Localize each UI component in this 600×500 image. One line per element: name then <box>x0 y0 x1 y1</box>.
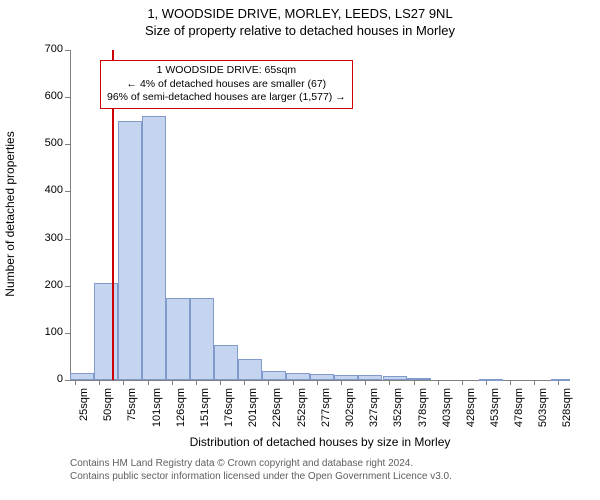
x-tick-label: 327sqm <box>368 388 380 438</box>
y-tick-label: 200 <box>25 279 63 291</box>
histogram-bar <box>238 359 262 380</box>
x-tick <box>365 380 366 385</box>
x-tick-label: 50sqm <box>102 388 114 438</box>
x-tick <box>293 380 294 385</box>
histogram-bar <box>262 371 286 380</box>
histogram-bar <box>94 283 118 380</box>
callout-line3: 96% of semi-detached houses are larger (… <box>107 91 346 105</box>
y-axis-title: Number of detached properties <box>3 84 17 344</box>
histogram-bar <box>334 375 358 380</box>
x-tick <box>510 380 511 385</box>
y-tick <box>65 50 70 51</box>
x-tick <box>196 380 197 385</box>
x-tick <box>75 380 76 385</box>
y-tick-label: 500 <box>25 137 63 149</box>
histogram-bar <box>407 378 431 380</box>
x-tick <box>172 380 173 385</box>
x-tick-label: 352sqm <box>392 388 404 438</box>
x-tick-label: 302sqm <box>344 388 356 438</box>
callout-line1: 1 WOODSIDE DRIVE: 65sqm <box>107 64 346 78</box>
x-tick-label: 176sqm <box>223 388 235 438</box>
y-tick-label: 100 <box>25 326 63 338</box>
x-tick-label: 151sqm <box>199 388 211 438</box>
x-tick <box>341 380 342 385</box>
chart-container: 1, WOODSIDE DRIVE, MORLEY, LEEDS, LS27 9… <box>0 0 600 500</box>
x-tick-label: 403sqm <box>441 388 453 438</box>
histogram-bar <box>142 116 166 380</box>
x-tick-label: 126sqm <box>175 388 187 438</box>
histogram-bar <box>551 379 570 381</box>
histogram-bar <box>190 298 214 381</box>
histogram-bar <box>358 375 382 380</box>
footer-line1: Contains HM Land Registry data © Crown c… <box>70 458 413 469</box>
x-tick <box>268 380 269 385</box>
y-tick <box>65 380 70 381</box>
x-tick-label: 503sqm <box>537 388 549 438</box>
chart-title-line2: Size of property relative to detached ho… <box>0 21 600 38</box>
x-tick-label: 528sqm <box>561 388 573 438</box>
x-tick <box>244 380 245 385</box>
y-axis-line <box>70 50 71 380</box>
chart-title-line1: 1, WOODSIDE DRIVE, MORLEY, LEEDS, LS27 9… <box>0 0 600 21</box>
x-tick-label: 75sqm <box>126 388 138 438</box>
histogram-bar <box>479 379 503 381</box>
x-tick <box>317 380 318 385</box>
x-tick <box>123 380 124 385</box>
x-tick <box>438 380 439 385</box>
y-tick <box>65 191 70 192</box>
y-tick-label: 300 <box>25 232 63 244</box>
histogram-bar <box>70 373 94 380</box>
x-axis-title: Distribution of detached houses by size … <box>70 435 570 449</box>
x-tick <box>99 380 100 385</box>
y-tick <box>65 97 70 98</box>
x-tick-label: 453sqm <box>489 388 501 438</box>
callout-box: 1 WOODSIDE DRIVE: 65sqm ← 4% of detached… <box>100 60 353 109</box>
x-tick-label: 226sqm <box>271 388 283 438</box>
x-tick <box>414 380 415 385</box>
x-tick <box>148 380 149 385</box>
callout-line2: ← 4% of detached houses are smaller (67) <box>107 78 346 92</box>
y-tick <box>65 239 70 240</box>
x-tick <box>389 380 390 385</box>
histogram-bar <box>310 374 334 380</box>
y-tick-label: 600 <box>25 90 63 102</box>
x-tick <box>220 380 221 385</box>
y-tick-label: 0 <box>25 373 63 385</box>
x-tick-label: 101sqm <box>151 388 163 438</box>
y-tick <box>65 333 70 334</box>
x-tick-label: 201sqm <box>247 388 259 438</box>
footer-line2: Contains public sector information licen… <box>70 471 452 482</box>
histogram-bar <box>214 345 238 380</box>
y-tick-label: 400 <box>25 184 63 196</box>
histogram-bar <box>286 373 310 380</box>
x-tick-label: 277sqm <box>320 388 332 438</box>
x-tick <box>486 380 487 385</box>
x-tick <box>462 380 463 385</box>
y-tick-label: 700 <box>25 43 63 55</box>
x-tick-label: 25sqm <box>78 388 90 438</box>
y-tick <box>65 144 70 145</box>
histogram-bar <box>383 376 407 380</box>
x-tick <box>534 380 535 385</box>
x-tick-label: 478sqm <box>513 388 525 438</box>
histogram-bar <box>118 121 142 380</box>
x-tick-label: 428sqm <box>465 388 477 438</box>
histogram-bar <box>166 298 190 381</box>
x-tick-label: 378sqm <box>417 388 429 438</box>
y-tick <box>65 286 70 287</box>
x-tick-label: 252sqm <box>296 388 308 438</box>
